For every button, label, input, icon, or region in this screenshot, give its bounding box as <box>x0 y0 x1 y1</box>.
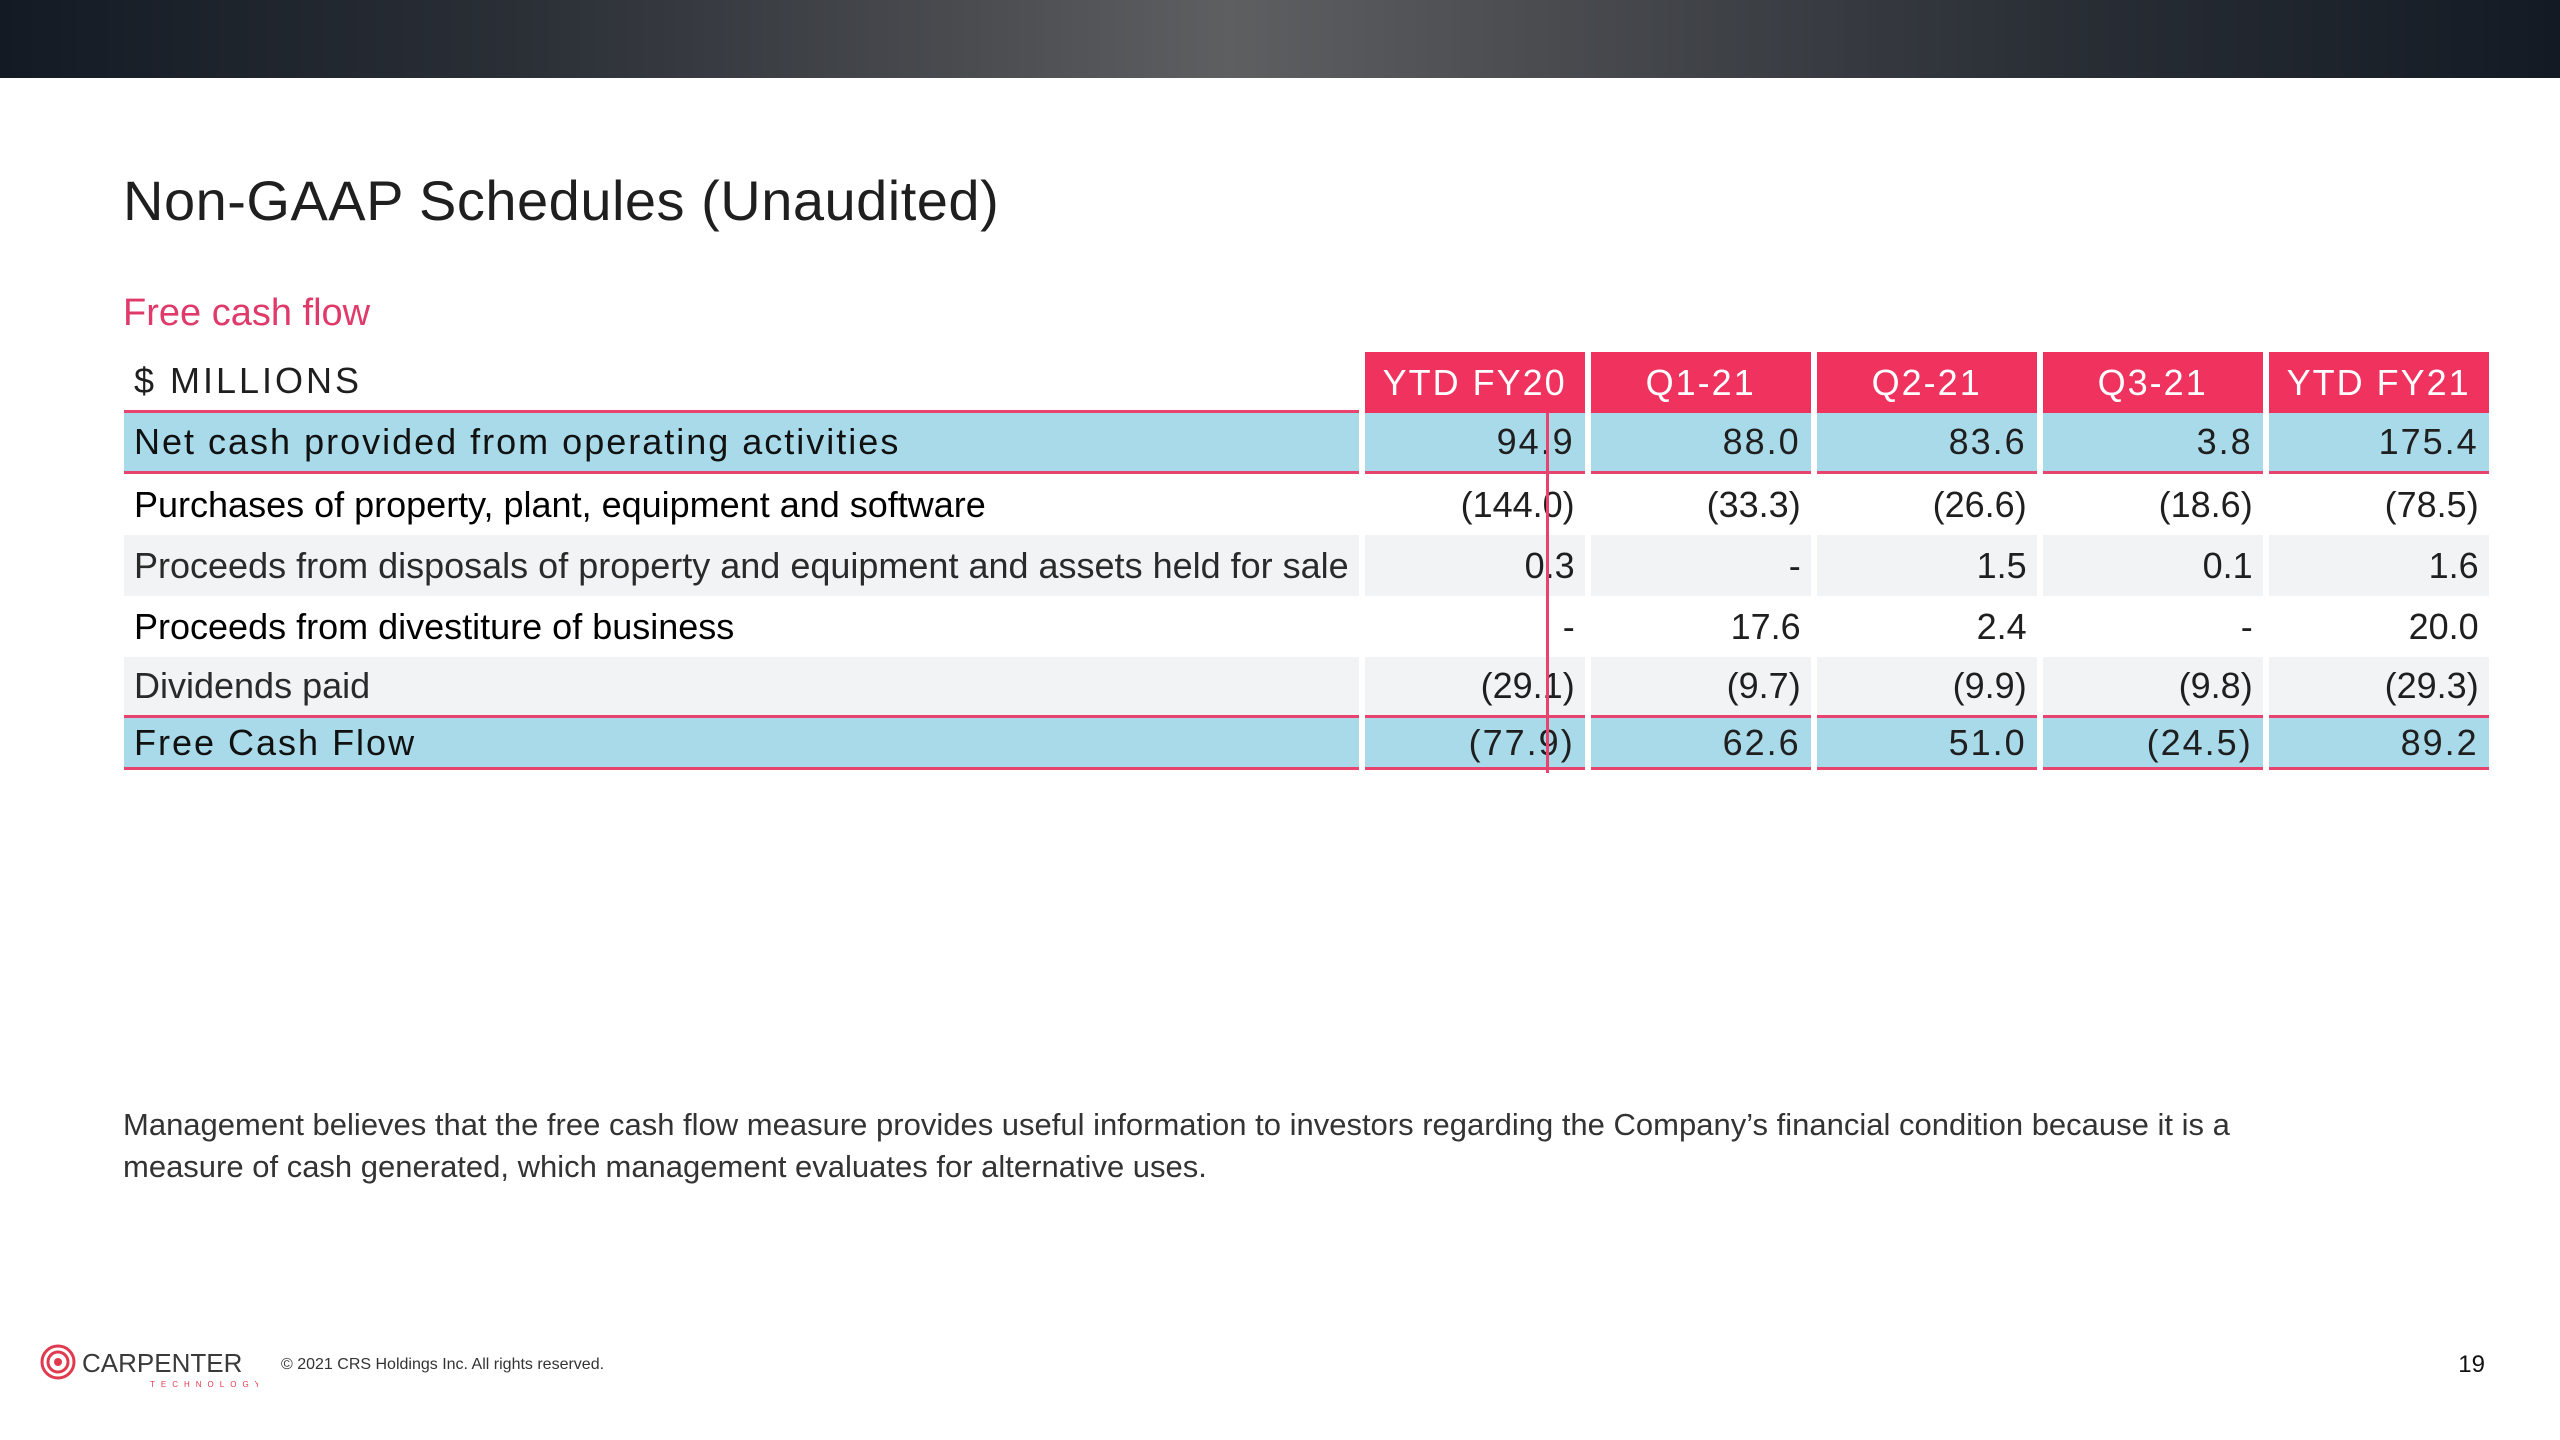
row-label: Net cash provided from operating activit… <box>124 413 1359 474</box>
table-cell: 1.5 <box>1816 535 2037 596</box>
carpenter-logo: CARPENTER TECHNOLOGY <box>40 1344 258 1389</box>
table-cell: (24.5) <box>2042 718 2263 770</box>
table-cell: 17.6 <box>1590 596 1811 657</box>
column-header-q2-21: Q2-21 <box>1816 352 2037 413</box>
logo-subtext: TECHNOLOGY <box>150 1380 258 1389</box>
table-cell: (9.7) <box>1590 657 1811 718</box>
table-cell: (78.5) <box>2268 474 2489 535</box>
table-cell: 51.0 <box>1816 718 2037 770</box>
footnote-text: Management believes that the free cash f… <box>123 1107 2230 1184</box>
copyright-text: © 2021 CRS Holdings Inc. All rights rese… <box>281 1356 605 1373</box>
column-divider-line <box>1546 413 1549 773</box>
table-cell: (18.6) <box>2042 474 2263 535</box>
free-cash-flow-table: $ MILLIONS YTD FY20 Q1-21 Q2-21 Q3-21 YT… <box>118 352 2495 770</box>
logo-mark-icon <box>40 1344 76 1380</box>
table-cell: 20.0 <box>2268 596 2489 657</box>
column-header-ytd-fy20: YTD FY20 <box>1364 352 1585 413</box>
table-cell: (144.0) <box>1364 474 1585 535</box>
table-cell: 0.1 <box>2042 535 2263 596</box>
table-cell: 2.4 <box>1816 596 2037 657</box>
table-cell: - <box>2042 596 2263 657</box>
table-cell: - <box>1364 596 1585 657</box>
table-cell: 94.9 <box>1364 413 1585 474</box>
table-cell: 1.6 <box>2268 535 2489 596</box>
column-header-q3-21: Q3-21 <box>2042 352 2263 413</box>
table-cell: (77.9) <box>1364 718 1585 770</box>
table-cell: (9.8) <box>2042 657 2263 718</box>
table-row-disposals: Proceeds from disposals of property and … <box>124 535 2489 596</box>
table-cell: 83.6 <box>1816 413 2037 474</box>
table-cell: (9.9) <box>1816 657 2037 718</box>
table-row-operating-cash: Net cash provided from operating activit… <box>124 413 2489 474</box>
table-cell: (26.6) <box>1816 474 2037 535</box>
logo-wordmark: CARPENTER <box>82 1348 242 1378</box>
row-label: Dividends paid <box>124 657 1359 718</box>
label-column-header: $ MILLIONS <box>124 352 1359 413</box>
table-cell: (29.1) <box>1364 657 1585 718</box>
page-title: Non-GAAP Schedules (Unaudited) <box>123 169 1000 232</box>
table-cell: 89.2 <box>2268 718 2489 770</box>
table-cell: 0.3 <box>1364 535 1585 596</box>
row-label: Purchases of property, plant, equipment … <box>124 474 1359 535</box>
table-row-free-cash-flow: Free Cash Flow (77.9) 62.6 51.0 (24.5) 8… <box>124 718 2489 770</box>
row-label: Free Cash Flow <box>124 718 1359 770</box>
row-label: Proceeds from divestiture of business <box>124 596 1359 657</box>
table-cell: 88.0 <box>1590 413 1811 474</box>
table-row-purchases: Purchases of property, plant, equipment … <box>124 474 2489 535</box>
table-cell: - <box>1590 535 1811 596</box>
section-title: Free cash flow <box>123 292 371 334</box>
column-header-ytd-fy21: YTD FY21 <box>2268 352 2489 413</box>
table-cell: (29.3) <box>2268 657 2489 718</box>
table-cell: (33.3) <box>1590 474 1811 535</box>
row-label: Proceeds from disposals of property and … <box>124 535 1359 596</box>
table-header-row: $ MILLIONS YTD FY20 Q1-21 Q2-21 Q3-21 YT… <box>124 352 2489 413</box>
table-cell: 62.6 <box>1590 718 1811 770</box>
table-cell: 175.4 <box>2268 413 2489 474</box>
page-number: 19 <box>2458 1351 2485 1378</box>
top-banner <box>0 0 2560 78</box>
table-cell: 3.8 <box>2042 413 2263 474</box>
table-row-divestiture: Proceeds from divestiture of business - … <box>124 596 2489 657</box>
table-row-dividends: Dividends paid (29.1) (9.7) (9.9) (9.8) … <box>124 657 2489 718</box>
column-header-q1-21: Q1-21 <box>1590 352 1811 413</box>
